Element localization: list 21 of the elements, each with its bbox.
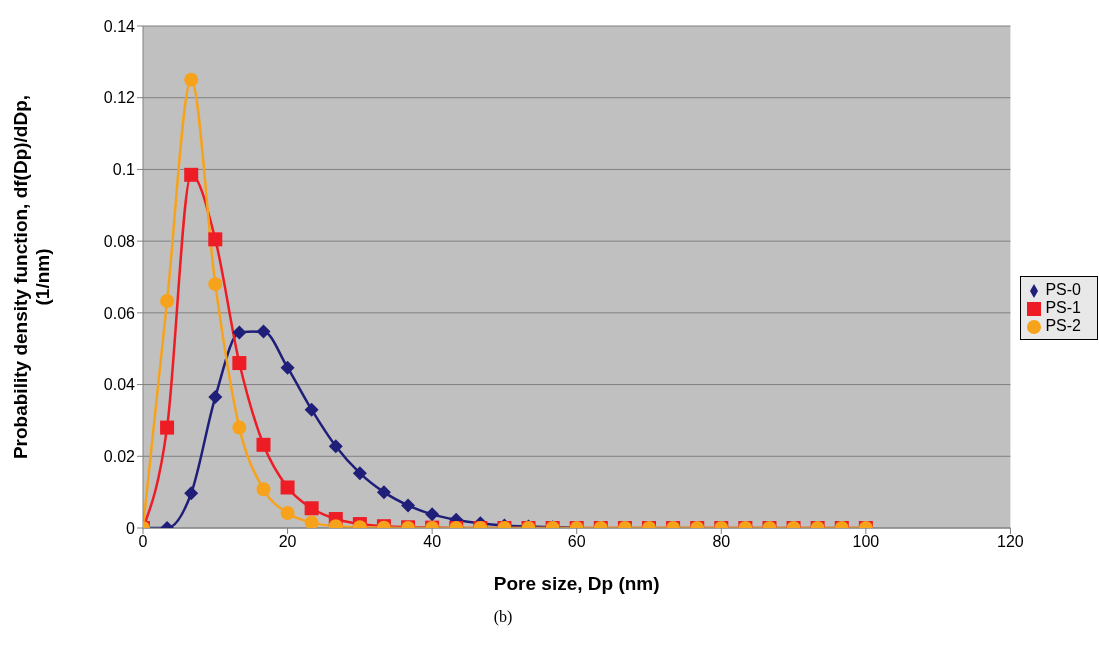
y-axis-title: Probability density function, df(Dp)/dDp, (1/nm)	[10, 94, 53, 460]
y-tick-label: 0.1	[112, 161, 136, 179]
y-tick-label: 0.14	[103, 17, 136, 35]
x-tick-label: 0	[138, 533, 148, 551]
y-tick-label: 0.02	[103, 447, 136, 465]
y-tick-label: 0.12	[103, 89, 136, 107]
x-axis-title: Pore size, Dp (nm)	[493, 573, 660, 594]
legend-label: PS-1	[1045, 299, 1081, 316]
y-tick-label: 0	[126, 519, 136, 537]
x-tick-label: 120	[997, 533, 1024, 551]
y-tick-label: 0.04	[103, 376, 136, 394]
legend-label: PS-2	[1045, 317, 1081, 334]
x-tick-label: 80	[712, 533, 731, 551]
x-tick-label: 60	[567, 533, 586, 551]
y-tick-label: 0.06	[103, 304, 136, 322]
text: (b)	[492, 608, 514, 626]
x-tick-label: 100	[852, 533, 880, 551]
y-tick-label: 0.08	[103, 232, 136, 250]
legend-label: PS-0	[1045, 281, 1081, 298]
x-tick-label: 20	[278, 533, 297, 551]
x-tick-label: 40	[423, 533, 442, 551]
